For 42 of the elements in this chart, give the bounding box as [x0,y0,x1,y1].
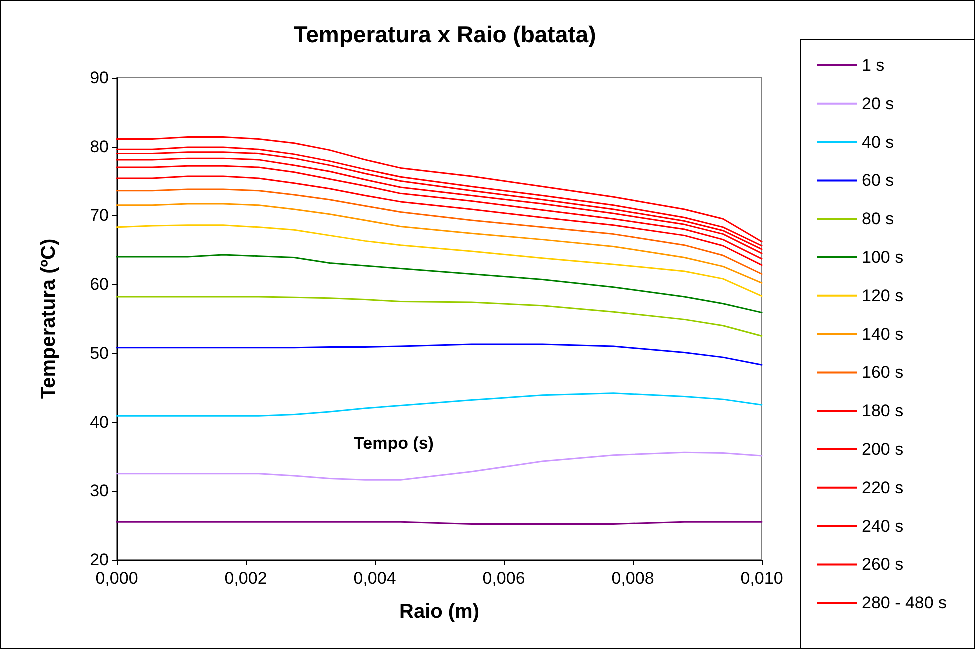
line-series [116,344,763,366]
legend-label: 40 s [862,132,894,152]
y-tick-label: 40 [90,412,109,432]
x-tick-label: 0,004 [354,569,396,588]
x-tick-label: 0,002 [224,569,268,588]
line-series [116,452,763,481]
annotation: Tempo (s) [354,434,434,453]
y-tick-label: 80 [90,137,109,156]
legend-label: 180 s [862,402,904,421]
legend-label: 260 s [862,555,904,574]
legend-label: 20 s [862,94,894,114]
line-series [116,224,763,298]
y-axis-title: Temperatura (ºC) [38,238,60,400]
y-tick-label: 90 [90,68,109,88]
y-tick-label: 70 [90,206,109,226]
line-series [116,392,763,417]
x-tick-label: 0,000 [96,569,138,588]
x-axis-title: Raio (m) [400,601,480,623]
legend-label: 1 s [862,56,885,75]
y-tick-label: 30 [90,482,109,501]
legend-label: 160 s [862,363,904,382]
line-series [116,188,763,275]
y-tick-label: 20 [90,550,109,570]
legend-label: 200 s [862,440,904,459]
legend-label: 60 s [862,171,894,190]
legend-label: 120 s [862,286,904,306]
line-series [116,176,763,266]
y-tick-label: 50 [90,344,109,363]
line-series [116,254,763,314]
legend-label: 220 s [862,478,904,498]
legend-label: 240 s [862,516,904,536]
line-series [116,203,763,284]
legend-label: 80 s [862,210,894,229]
legend-label: 280 - 480 s [862,594,948,613]
legend-label: 100 s [862,248,904,267]
x-tick-label: 0,010 [740,569,784,588]
x-tick-label: 0,006 [482,569,526,588]
x-tick-label: 0,008 [612,569,654,588]
legend-label: 140 s [862,324,904,344]
chart-title: Temperatura x Raio (batata) [294,22,596,48]
y-tick-label: 60 [90,275,109,294]
line-series [116,296,763,337]
